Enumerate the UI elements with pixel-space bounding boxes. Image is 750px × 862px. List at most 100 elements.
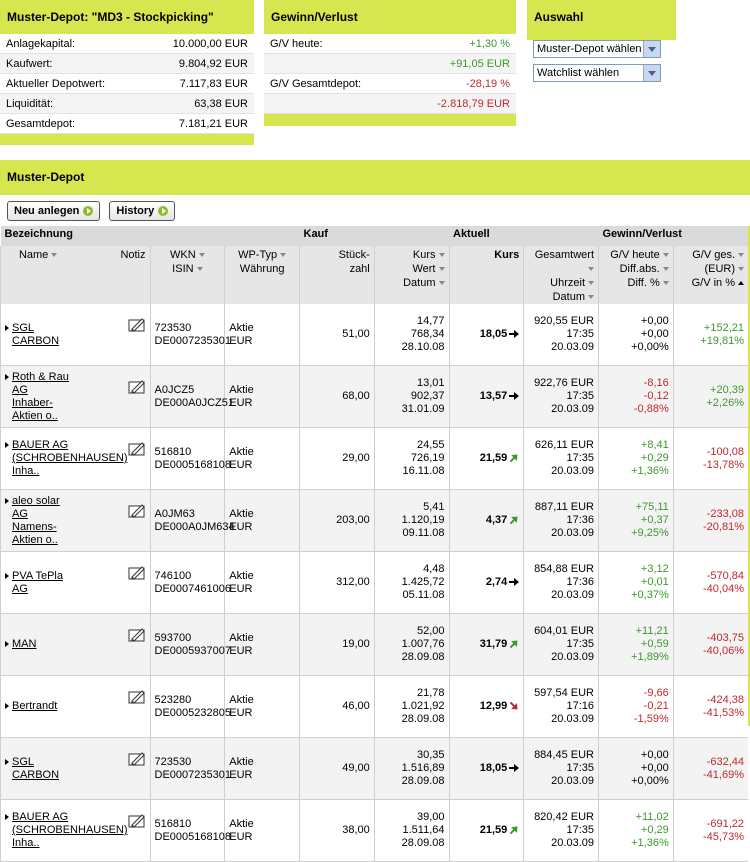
qty-cell: 203,00 [299, 489, 375, 552]
table-body: SGL CARBON 723530 DE0007235301 Aktie EUR 51,0… [0, 304, 748, 862]
column-label-line: ISIN [155, 262, 221, 276]
summary-panel: Muster-Depot: "MD3 - Stockpicking" Anlag… [0, 0, 254, 145]
today-cell-line: -0,88% [633, 403, 669, 415]
price: 18,05 [479, 762, 508, 774]
total-cell: -233,08 -20,81% [672, 489, 748, 552]
today-cell-line: +0,01 [640, 576, 669, 588]
note-icon[interactable] [128, 690, 146, 704]
price: 21,59 [479, 824, 508, 836]
column-label-line: Gesamtwert [528, 248, 594, 276]
type-cell-line: EUR [229, 644, 253, 657]
stock-link[interactable]: SGL CARBON [5, 322, 71, 348]
sort-arrow[interactable] [438, 267, 445, 272]
total-cell: -570,84 -40,04% [672, 551, 748, 614]
table-row: aleo solar AG Namens-Aktien o.. A0JM63 DE0… [0, 489, 748, 552]
sort-arrow[interactable] [662, 267, 669, 272]
buy-cell-line: 1.120,19 [401, 514, 445, 526]
sort-arrow[interactable] [196, 267, 203, 272]
now-cell: 820,42 EUR 17:35 20.03.09 [523, 799, 599, 862]
gv-label: G/V heute: [270, 38, 323, 50]
note-icon[interactable] [128, 752, 146, 766]
sort-arrow[interactable] [738, 281, 744, 286]
button[interactable]: Neu anlegen [7, 201, 101, 221]
buy-cell-line: 13,01 [416, 377, 445, 389]
column-label-line: Name [5, 248, 71, 262]
trend-arrow [510, 454, 518, 463]
note-icon[interactable] [128, 442, 146, 456]
stock-link[interactable]: Roth & Rau AG Inhaber-Aktien o.. [5, 371, 71, 423]
column-label-line: Stück- [304, 248, 370, 262]
column-label: WP-Typ [238, 249, 278, 261]
now-cell-line: 920,55 EUR [534, 315, 594, 327]
id-cell-line: DE0005232805 [154, 706, 231, 719]
trend-arrow [510, 640, 518, 649]
qty-cell: 29,00 [299, 427, 375, 490]
now-cell-line: 20.03.09 [551, 589, 594, 601]
stock-link[interactable]: SGL CARBON [5, 756, 71, 782]
id-cell: A0JCZ5 DE000A0JCZ51 [149, 365, 234, 428]
note-icon[interactable] [128, 318, 146, 332]
note-icon[interactable] [128, 566, 146, 580]
stock-link[interactable]: BAUER AG (SCHROBENHAUSEN) Inha.. [5, 439, 128, 478]
sort-arrow[interactable] [51, 253, 58, 258]
note-icon[interactable] [128, 628, 146, 642]
select[interactable]: Muster-Depot wählen [533, 40, 661, 58]
id-cell-line: DE0005168108 [154, 830, 231, 843]
total-cell: -632,44 -41,69% [672, 737, 748, 800]
sort-arrow[interactable] [438, 281, 445, 286]
sort-arrow[interactable] [438, 253, 445, 258]
id-cell: 723530 DE0007235301 [149, 304, 231, 366]
summary-row: Aktueller Depotwert: 7.117,83 EUR [0, 74, 254, 94]
sort-arrow[interactable] [588, 267, 594, 272]
table-row: Bertrandt 523280 DE0005232805 Aktie EUR 46,00… [0, 675, 748, 738]
buy-cell: 24,55 726,19 16.11.08 [373, 427, 449, 490]
name-cell: MAN [0, 613, 76, 676]
buy-cell-line: 1.007,76 [401, 638, 445, 650]
sort-arrow[interactable] [662, 253, 669, 258]
note-icon[interactable] [128, 380, 146, 394]
buy-cell-line: 24,55 [416, 439, 445, 451]
type-cell: Aktie EUR [224, 427, 300, 490]
note-icon[interactable] [128, 814, 146, 828]
select-button[interactable] [643, 65, 660, 81]
stock-link[interactable]: BAUER AG (SCHROBENHAUSEN) Inha.. [5, 811, 128, 850]
table-row: MAN 593700 DE0005937007 Aktie EUR 19,00 52,00 1… [0, 613, 748, 676]
gv-row: G/V Gesamtdepot: -28,19 % [264, 74, 516, 94]
now-cell: 604,01 EUR 17:35 20.03.09 [523, 613, 599, 676]
stock-link[interactable]: Bertrandt [5, 700, 71, 713]
qty-cell: 51,00 [299, 304, 375, 366]
sort-arrow[interactable] [588, 295, 594, 300]
buy-cell-line: 28.09.08 [401, 713, 445, 725]
buy-cell-line: 1.511,64 [402, 824, 445, 836]
column-label: G/V ges. [692, 249, 735, 261]
sort-arrow[interactable] [280, 253, 287, 258]
now-cell-line: 17:36 [566, 514, 594, 526]
sort-arrow[interactable] [738, 253, 744, 258]
trend-arrow [509, 764, 520, 773]
gv-panel: Gewinn/Verlust G/V heute: +1,30 % +91,05 E… [264, 0, 516, 126]
stock-link[interactable]: aleo solar AG Namens-Aktien o.. [5, 495, 71, 547]
type-cell-line: EUR [229, 458, 253, 471]
note-icon[interactable] [128, 504, 146, 518]
sort-arrow[interactable] [738, 267, 744, 272]
sort-arrow[interactable] [662, 281, 669, 286]
stock-link[interactable]: PVA TePla AG [5, 570, 71, 596]
sort-arrow[interactable] [588, 281, 594, 286]
today-cell: +0,00 +0,00 +0,00% [598, 304, 674, 366]
type-cell-line: Aktie [229, 321, 254, 334]
column-label: Name [18, 249, 49, 261]
type-cell-line: Aktie [229, 817, 254, 830]
summary-row: Liquidität: 63,38 EUR [0, 94, 254, 114]
note-cell [75, 304, 150, 366]
today-cell-line: +11,02 [635, 811, 669, 823]
column-label: G/V in % [691, 277, 735, 289]
column-header: WKN ISIN [149, 246, 225, 304]
select-button[interactable] [643, 41, 660, 57]
sort-arrow[interactable] [198, 253, 205, 258]
today-cell-line: +0,00% [631, 775, 669, 787]
buy-cell-line: 39,00 [416, 811, 445, 823]
button[interactable]: History [109, 201, 176, 221]
select[interactable]: Watchlist wählen [533, 64, 661, 82]
stock-link[interactable]: MAN [5, 638, 71, 651]
today-cell: +75,11 +0,37 +9,25% [598, 489, 674, 552]
